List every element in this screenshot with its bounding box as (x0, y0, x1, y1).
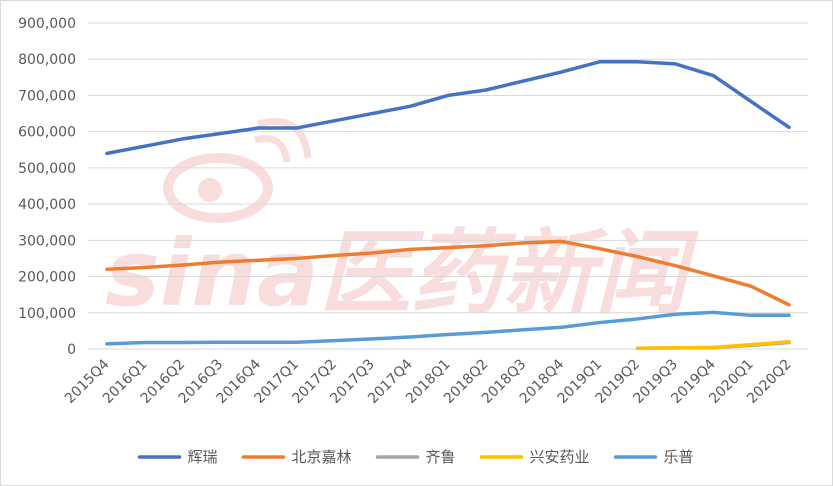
series-line-兴安药业 (637, 342, 789, 349)
legend-label: 乐普 (664, 448, 694, 466)
y-tick-label: 0 (67, 342, 76, 358)
legend-label: 北京嘉林 (292, 448, 352, 466)
y-tick-label: 700,000 (18, 88, 76, 104)
legend-label: 辉瑞 (188, 448, 218, 466)
svg-text:sina医药新闻: sina医药新闻 (105, 220, 699, 327)
legend: 辉瑞 北京嘉林 齐鲁 兴安药业 乐普 (140, 448, 694, 466)
y-tick-label: 600,000 (18, 125, 76, 141)
legend-label: 兴安药业 (530, 448, 590, 466)
legend-label: 齐鲁 (426, 448, 456, 466)
y-tick-label: 400,000 (18, 197, 76, 213)
series-line-辉瑞 (107, 62, 789, 154)
sina-watermark-logo: sina医药新闻 (105, 122, 699, 327)
x-axis: 2015Q42016Q12016Q22016Q32016Q42017Q12017… (62, 356, 795, 407)
y-tick-label: 200,000 (18, 270, 76, 286)
y-tick-label: 100,000 (18, 306, 76, 322)
y-tick-label: 300,000 (18, 233, 76, 249)
y-tick-label: 800,000 (18, 52, 76, 68)
y-axis: 0 100,000 200,000 300,000 400,000 500,000 600,… (18, 16, 76, 358)
y-tick-label: 500,000 (18, 161, 76, 177)
y-tick-label: 900,000 (18, 16, 76, 32)
